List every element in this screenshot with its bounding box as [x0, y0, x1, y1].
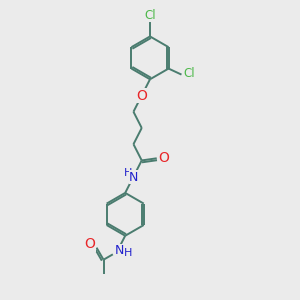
Text: H: H [124, 168, 132, 178]
Text: N: N [129, 171, 139, 184]
Text: Cl: Cl [144, 9, 156, 22]
Text: O: O [85, 237, 96, 251]
Text: N: N [114, 244, 124, 257]
Text: O: O [158, 151, 169, 165]
Text: H: H [124, 248, 133, 258]
Text: O: O [136, 88, 147, 103]
Text: Cl: Cl [183, 67, 195, 80]
